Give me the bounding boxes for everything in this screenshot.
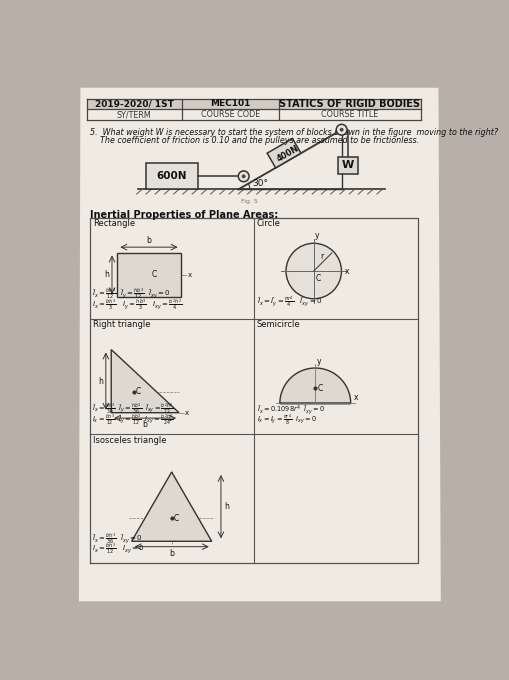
Text: x: x <box>344 267 348 275</box>
Polygon shape <box>279 368 350 403</box>
Text: $\bar{I}_x=\frac{bh^3}{36}$  $\bar{I}_y=\frac{hb^3}{36}$  $\bar{I}_{xy}=\frac{b^: $\bar{I}_x=\frac{bh^3}{36}$ $\bar{I}_y=\… <box>92 403 174 418</box>
Text: 600N: 600N <box>156 171 187 182</box>
Text: x: x <box>187 272 191 278</box>
Text: STATICS OF RIGID BODIES: STATICS OF RIGID BODIES <box>279 99 419 109</box>
Text: 400N: 400N <box>275 143 300 164</box>
Text: W: W <box>341 160 353 170</box>
Text: 30°: 30° <box>251 179 268 188</box>
Text: Rectangle: Rectangle <box>93 220 134 228</box>
Text: b: b <box>169 549 174 558</box>
Text: MEC101: MEC101 <box>210 99 250 108</box>
Text: $I_x=\frac{bh^3}{12}$  $I_y=\frac{hb^3}{12}$  $I_{xy}=\frac{b^2h^2}{24}$: $I_x=\frac{bh^3}{12}$ $I_y=\frac{hb^3}{1… <box>92 413 174 428</box>
Text: COURSE CODE: COURSE CODE <box>201 110 260 119</box>
Text: x: x <box>184 409 188 415</box>
Text: h: h <box>104 271 109 279</box>
Bar <box>337 156 357 173</box>
Polygon shape <box>87 99 420 109</box>
Text: C: C <box>174 513 179 523</box>
Circle shape <box>286 243 341 299</box>
Text: Inertial Properties of Plane Areas:: Inertial Properties of Plane Areas: <box>90 210 277 220</box>
Text: Right triangle: Right triangle <box>93 320 150 329</box>
Text: $\bar{I}_x=\frac{bh^3}{12}$  $\bar{I}_y=\frac{hb^3}{12}$  $\bar{I}_{xy}=0$: $\bar{I}_x=\frac{bh^3}{12}$ $\bar{I}_y=\… <box>92 287 171 302</box>
Text: C: C <box>317 384 322 393</box>
Text: b: b <box>146 236 151 245</box>
Polygon shape <box>131 472 211 541</box>
Bar <box>146 163 198 190</box>
Text: SY/TERM: SY/TERM <box>117 110 151 119</box>
Text: y: y <box>316 357 321 366</box>
Circle shape <box>238 171 248 182</box>
Text: Semicircle: Semicircle <box>256 320 300 329</box>
Text: $I_x=\frac{bh^3}{12}$   $I_{xy}=0$: $I_x=\frac{bh^3}{12}$ $I_{xy}=0$ <box>92 541 145 557</box>
Text: h: h <box>98 377 102 386</box>
Circle shape <box>241 174 245 178</box>
Text: $\bar{I}_x=0.1098r^4$  $\bar{I}_{xy}=0$: $\bar{I}_x=0.1098r^4$ $\bar{I}_{xy}=0$ <box>256 403 325 418</box>
Bar <box>117 252 180 297</box>
Text: 2019-2020/ 1ST: 2019-2020/ 1ST <box>95 99 174 108</box>
Text: $\bar{I}_x=\bar{I}_y=\frac{\pi r^4}{4}$   $\bar{I}_{xy}=0$: $\bar{I}_x=\bar{I}_y=\frac{\pi r^4}{4}$ … <box>256 294 322 309</box>
Polygon shape <box>267 139 300 168</box>
Text: C: C <box>136 387 141 396</box>
Text: h: h <box>223 502 229 511</box>
Circle shape <box>339 128 343 132</box>
Text: 5.  What weight W is necessary to start the system of blocks shown in the figure: 5. What weight W is necessary to start t… <box>90 128 497 137</box>
Text: Fig. 5: Fig. 5 <box>241 199 258 205</box>
Text: r: r <box>320 252 323 261</box>
Circle shape <box>335 124 346 135</box>
Text: C: C <box>151 271 156 279</box>
Polygon shape <box>111 350 179 413</box>
Text: y: y <box>314 231 319 240</box>
Text: b: b <box>143 420 147 429</box>
Polygon shape <box>79 88 440 601</box>
Text: $I_x=I_y=\frac{\pi r^4}{8}$  $I_{xy}=0$: $I_x=I_y=\frac{\pi r^4}{8}$ $I_{xy}=0$ <box>256 413 316 428</box>
Text: COURSE TITLE: COURSE TITLE <box>321 110 378 119</box>
Text: $\bar{I}_x=\frac{bh^3}{36}$  $\bar{I}_{xy}=0$: $\bar{I}_x=\frac{bh^3}{36}$ $\bar{I}_{xy… <box>92 532 143 547</box>
Text: Circle: Circle <box>256 220 280 228</box>
Text: $I_x=\frac{bh^3}{3}$   $I_y=\frac{hb^3}{3}$   $I_{xy}=\frac{b^2h^2}{4}$: $I_x=\frac{bh^3}{3}$ $I_y=\frac{hb^3}{3}… <box>92 297 182 313</box>
Text: Isosceles triangle: Isosceles triangle <box>93 436 166 445</box>
Text: x: x <box>353 393 358 402</box>
Text: The coefficient of friction is 0.10 and the pulleys are assumed to be frictionle: The coefficient of friction is 0.10 and … <box>90 136 418 146</box>
Text: C: C <box>315 274 320 283</box>
